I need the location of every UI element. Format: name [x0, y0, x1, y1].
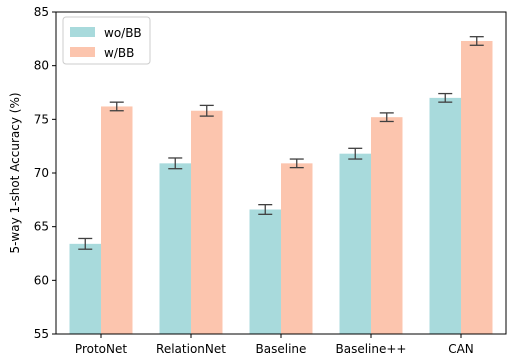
axes-layer: ProtoNet RelationNet Baseline Baseline++ CAN… — [34, 5, 507, 356]
legend-swatch-w/BB — [70, 47, 95, 57]
error-bar-wo/BB-ProtoNet — [78, 237, 93, 250]
x-tick-label: CAN — [448, 342, 474, 356]
bars-layer — [69, 40, 493, 334]
error-bar-wo/BB-Baseline++ — [348, 147, 363, 160]
bar-wo/BB-Baseline++ — [339, 153, 371, 334]
x-tick-label: Baseline — [256, 342, 307, 356]
x-tick-label: Baseline++ — [336, 342, 407, 356]
y-axis-title: 5-way 1-shot Accuracy (%) — [8, 92, 22, 253]
bar-w/BB-CAN — [461, 40, 493, 334]
error-bar-w/BB-CAN — [469, 36, 484, 46]
error-bar-w/BB-ProtoNet — [109, 101, 124, 112]
legend: wo/BB w/BB — [62, 16, 151, 65]
bar-wo/BB-CAN — [429, 97, 461, 334]
legend-label-wo/BB: wo/BB — [104, 26, 142, 40]
bar-w/BB-RelationNet — [191, 110, 223, 334]
error-bar-wo/BB-RelationNet — [168, 157, 183, 170]
y-tick-label: 80 — [34, 59, 49, 73]
y-tick-label: 75 — [34, 112, 49, 126]
error-bar-wo/BB-CAN — [438, 92, 453, 103]
y-tick-label: 55 — [34, 327, 49, 341]
legend-swatch-wo/BB — [70, 27, 95, 37]
bar-w/BB-Baseline — [281, 163, 313, 334]
y-tick-label: 85 — [34, 5, 49, 19]
y-tick-label: 60 — [34, 273, 49, 287]
error-bar-w/BB-Baseline — [289, 158, 304, 169]
y-tick-label: 70 — [34, 166, 49, 180]
bar-wo/BB-RelationNet — [159, 163, 191, 334]
error-bar-wo/BB-Baseline — [258, 204, 273, 215]
legend-label-w/BB: w/BB — [104, 46, 134, 60]
bar-wo/BB-Baseline — [249, 209, 281, 334]
x-tick-label: RelationNet — [156, 342, 226, 356]
y-tick-label: 65 — [34, 220, 49, 234]
bar-w/BB-Baseline++ — [371, 117, 403, 334]
error-bar-w/BB-RelationNet — [199, 104, 214, 117]
error-bars-layer — [78, 36, 484, 250]
bar-w/BB-ProtoNet — [101, 106, 133, 334]
error-bar-w/BB-Baseline++ — [379, 112, 394, 123]
bar-wo/BB-ProtoNet — [69, 243, 101, 334]
x-tick-label: ProtoNet — [75, 342, 127, 356]
